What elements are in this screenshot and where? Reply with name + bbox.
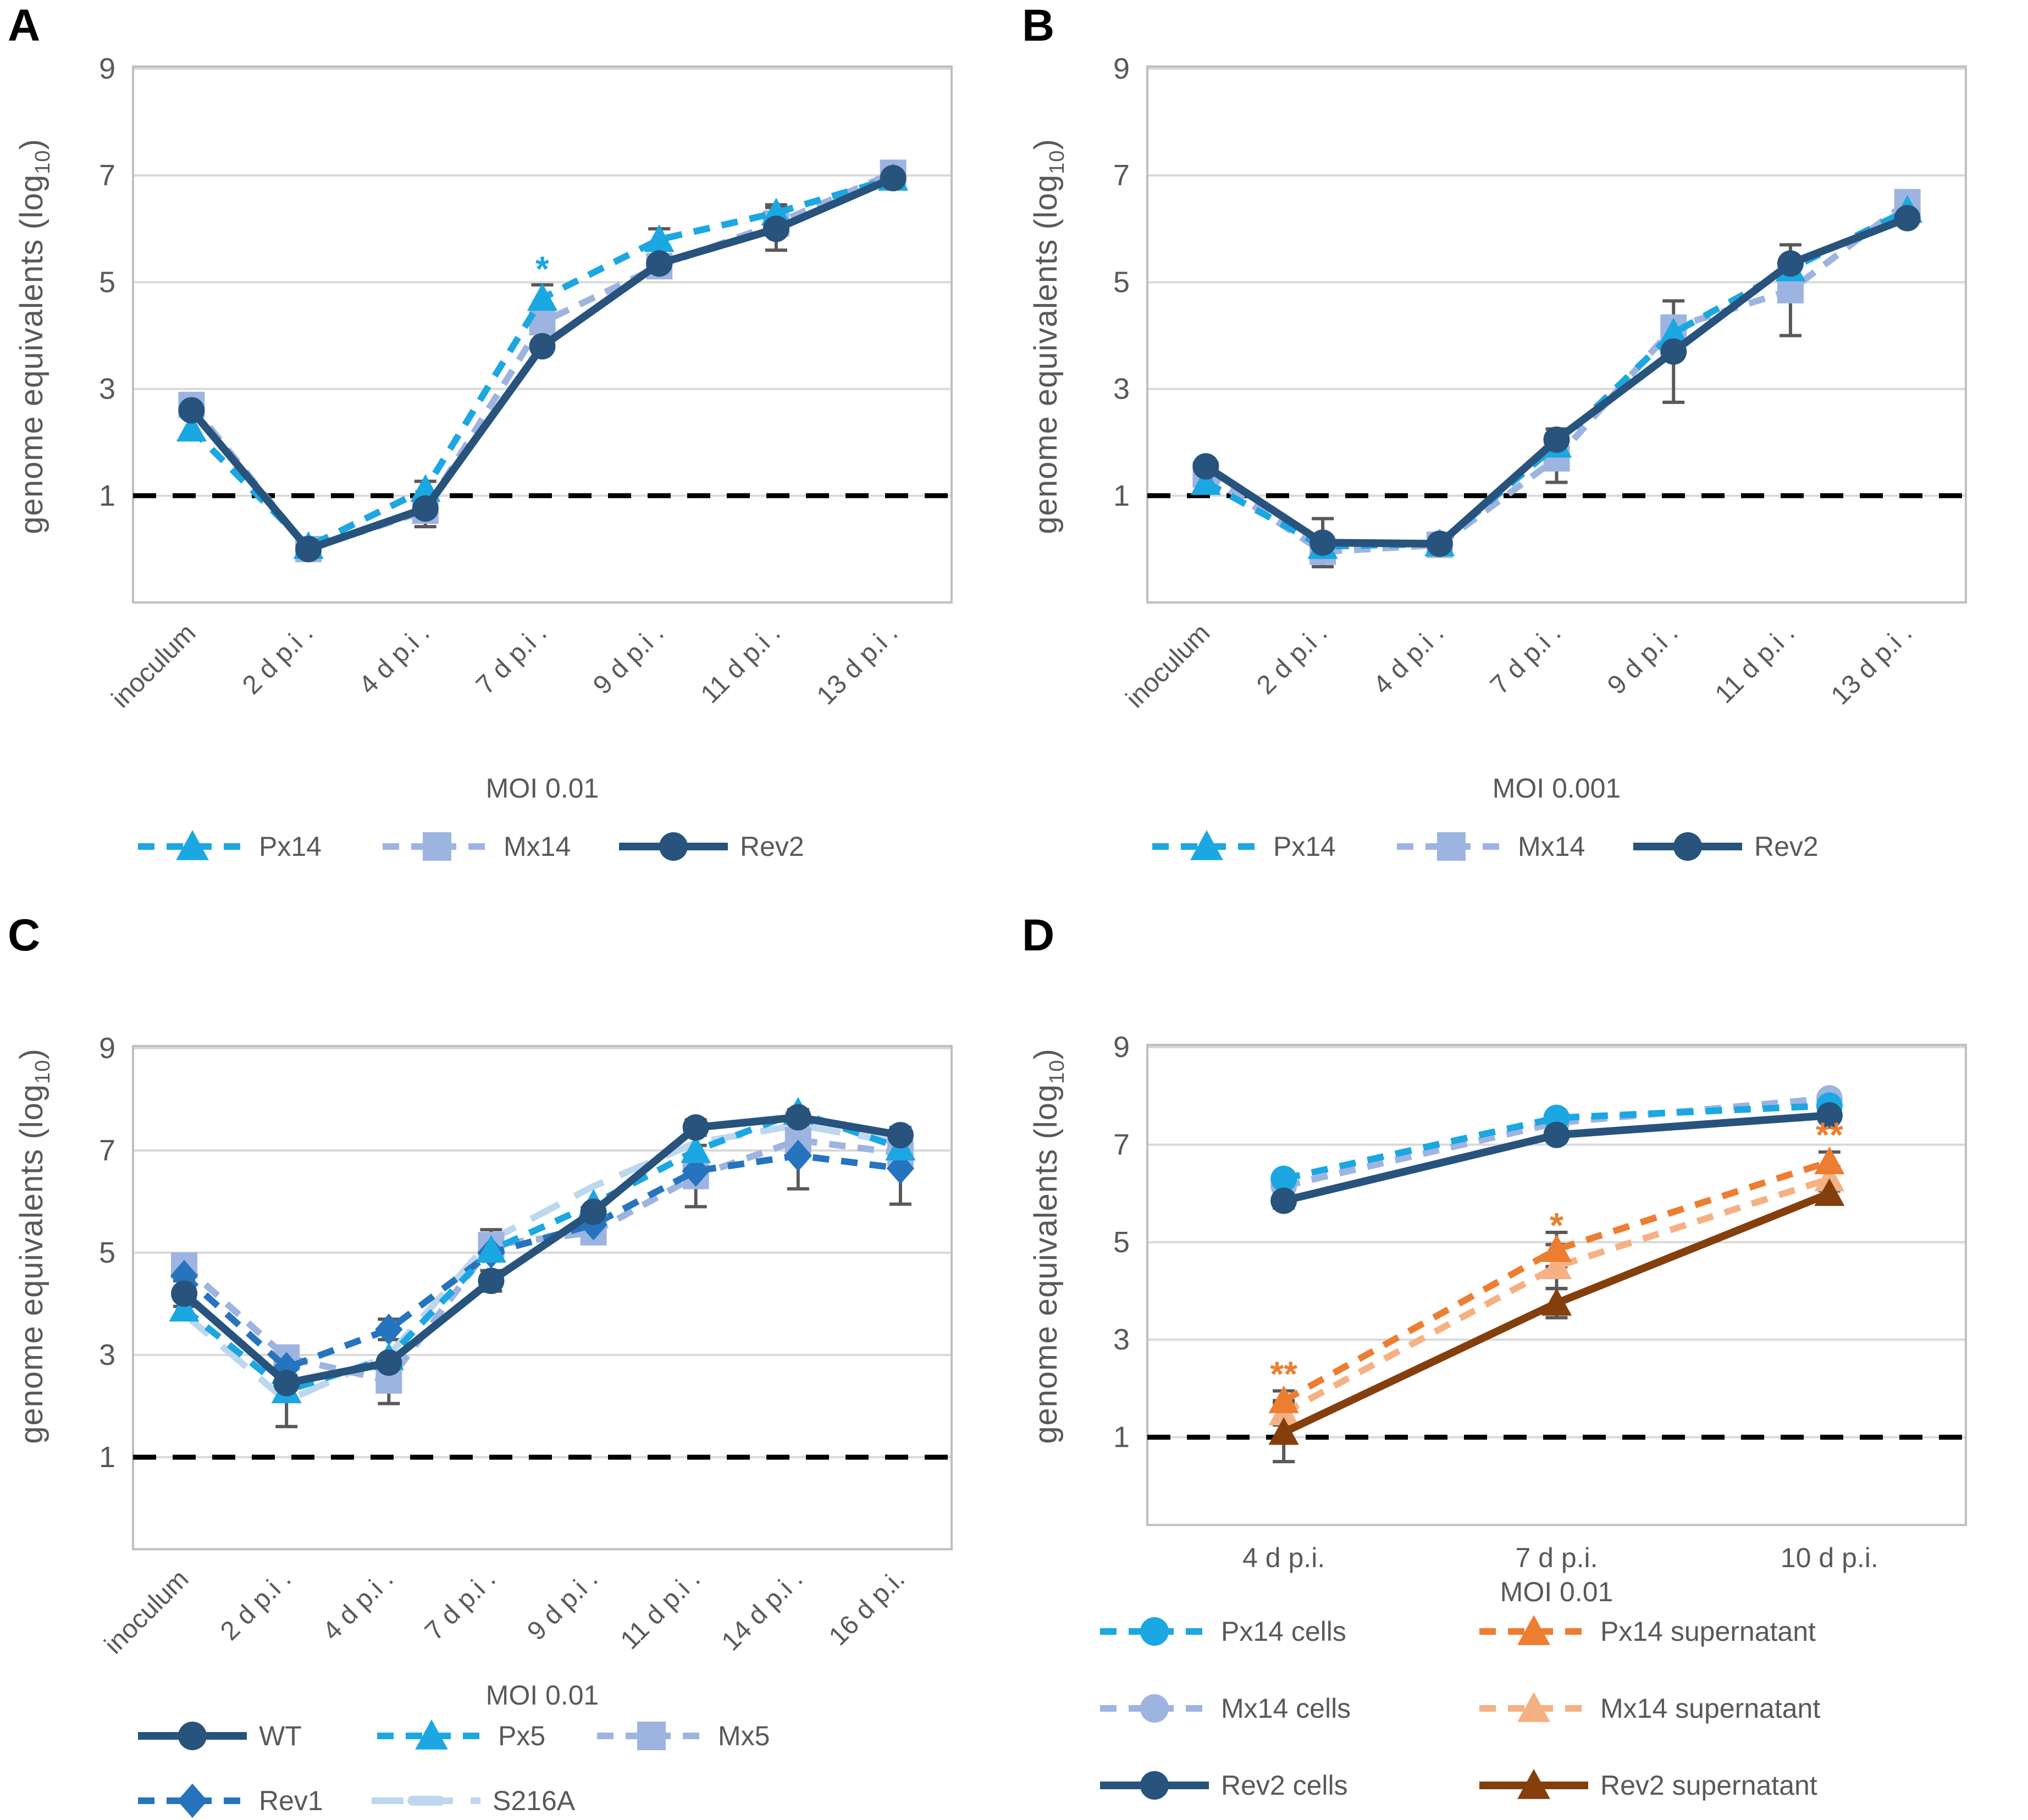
y-tick-label: 3 bbox=[99, 373, 115, 406]
plot-border bbox=[132, 1045, 953, 1551]
chart-plot-area: 9 7 5 3 1 inoculum 2 d p.i .4 d p.i .7 d p.i .… bbox=[1014, 0, 2028, 909]
plot-border bbox=[1146, 65, 1967, 604]
plot-border bbox=[132, 65, 953, 604]
y-tick-label: 5 bbox=[1113, 265, 1130, 298]
chart-plot-area: 9 7 5 3 1 * inoculum 2 d p.i .4 d p.i .7 d p.i … bbox=[0, 0, 1014, 909]
chart-plot-area: 9 7 5 3 1 ** * ** 4 d p.i. 7 d p.i. 10 d p.i. bbox=[1014, 910, 2028, 1819]
panel-C: C genome equivalents (log10) 9 7 5 3 1 inocul… bbox=[0, 910, 1014, 1819]
series-line-Mx14 supernatant bbox=[1282, 1175, 1831, 1416]
y-tick-label: 7 bbox=[1113, 1128, 1130, 1161]
series-line-Mx14 bbox=[1204, 199, 1910, 555]
y-tick-label: 7 bbox=[1113, 159, 1130, 192]
series-line-Px14 cells bbox=[1283, 1102, 1830, 1182]
panel-label: B bbox=[1022, 1, 1055, 51]
y-tick-label: 5 bbox=[99, 265, 115, 298]
panel-B: B genome equivalents (log10) 9 7 5 3 1 inocul… bbox=[1014, 0, 2028, 909]
significance-star: ** bbox=[1270, 1354, 1297, 1393]
y-tick-label: 1 bbox=[99, 1441, 115, 1474]
y-tick-label: 5 bbox=[1113, 1226, 1130, 1259]
significance-star: ** bbox=[1816, 1115, 1843, 1155]
x-axis-title: MOI 0.01 bbox=[485, 773, 599, 804]
x-tick-label: 10 d p.i. bbox=[1780, 1542, 1878, 1573]
y-tick-label: 7 bbox=[99, 159, 115, 192]
y-tick-label: 9 bbox=[1113, 52, 1130, 85]
x-tick-label: 4 d p.i. bbox=[1242, 1542, 1325, 1573]
panel-A: A genome equivalents (log10) 9 7 5 3 1 * inocu… bbox=[0, 0, 1014, 909]
y-tick-label: 9 bbox=[99, 52, 115, 85]
series-line-Rev1 bbox=[182, 1152, 901, 1371]
chart-canvas: 9 7 5 3 1 bbox=[99, 1032, 953, 1551]
y-tick-label: 7 bbox=[99, 1134, 115, 1167]
panel-D: D genome equivalents (log10) 9 7 5 3 1 ** * ** 4… bbox=[1014, 910, 2028, 1819]
series-line-WT bbox=[181, 1113, 902, 1387]
y-tick-label: 3 bbox=[1113, 373, 1130, 406]
chart-canvas: 9 7 5 3 1 bbox=[1113, 52, 1967, 604]
y-tick-label: 5 bbox=[99, 1236, 115, 1269]
y-tick-label: 3 bbox=[99, 1338, 115, 1371]
y-tick-label: 3 bbox=[1113, 1323, 1130, 1356]
plot-border bbox=[1146, 1044, 1967, 1526]
x-axis-title: MOI 0.01 bbox=[1500, 1576, 1613, 1607]
significance-star: * bbox=[535, 249, 549, 289]
chart-canvas: 9 7 5 3 1 * bbox=[99, 52, 953, 604]
panel-label: A bbox=[8, 1, 41, 51]
panel-label: C bbox=[8, 910, 41, 960]
chart-plot-area: 9 7 5 3 1 inoculum 2 d p.i .4 d p.i .7 d p.i .… bbox=[0, 910, 1014, 1819]
y-tick-label: 1 bbox=[99, 479, 115, 512]
series-line-S216A bbox=[182, 1121, 901, 1404]
significance-star: * bbox=[1550, 1205, 1563, 1245]
y-tick-label: 9 bbox=[1113, 1031, 1130, 1064]
x-tick-label: 7 d p.i. bbox=[1515, 1542, 1598, 1573]
y-tick-label: 9 bbox=[99, 1032, 115, 1065]
x-axis-title: MOI 0.01 bbox=[485, 1680, 599, 1711]
y-tick-label: 1 bbox=[1113, 479, 1130, 512]
x-axis-title: MOI 0.001 bbox=[1492, 773, 1621, 804]
panel-label: D bbox=[1022, 910, 1055, 960]
y-tick-label: 1 bbox=[1113, 1421, 1130, 1454]
series-line-Px5 bbox=[182, 1109, 902, 1395]
